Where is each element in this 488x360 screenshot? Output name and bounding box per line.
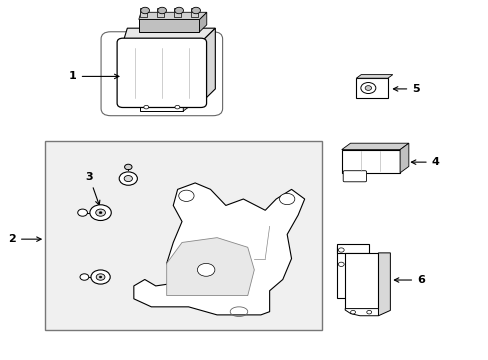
- Polygon shape: [122, 28, 215, 42]
- Polygon shape: [134, 183, 304, 315]
- Circle shape: [279, 193, 294, 204]
- FancyBboxPatch shape: [343, 171, 366, 182]
- Bar: [336, 247, 345, 298]
- Text: 5: 5: [393, 84, 419, 94]
- Polygon shape: [341, 143, 408, 150]
- Circle shape: [124, 176, 132, 181]
- Bar: [191, 8, 198, 17]
- Text: 6: 6: [394, 275, 424, 285]
- Bar: [345, 253, 378, 309]
- Circle shape: [90, 205, 111, 221]
- Polygon shape: [139, 12, 206, 19]
- Circle shape: [119, 172, 137, 185]
- Bar: [341, 150, 399, 173]
- Polygon shape: [183, 98, 191, 111]
- Polygon shape: [378, 253, 389, 316]
- Circle shape: [197, 264, 214, 276]
- Circle shape: [141, 7, 149, 14]
- Circle shape: [158, 7, 166, 14]
- Polygon shape: [199, 12, 206, 32]
- Bar: [139, 19, 199, 32]
- Circle shape: [78, 209, 87, 216]
- Circle shape: [338, 248, 344, 252]
- Bar: [140, 103, 183, 111]
- Circle shape: [365, 86, 371, 90]
- Circle shape: [91, 270, 110, 284]
- Circle shape: [96, 274, 105, 280]
- Circle shape: [99, 212, 102, 214]
- Circle shape: [80, 274, 89, 280]
- Bar: [336, 244, 368, 253]
- Polygon shape: [166, 238, 254, 296]
- Polygon shape: [345, 309, 378, 316]
- Text: 2: 2: [8, 234, 41, 244]
- Circle shape: [338, 262, 344, 266]
- Circle shape: [175, 105, 180, 109]
- Text: 1: 1: [69, 71, 119, 81]
- Bar: [157, 8, 163, 17]
- Polygon shape: [399, 143, 408, 173]
- Bar: [140, 8, 147, 17]
- Circle shape: [360, 82, 375, 94]
- FancyBboxPatch shape: [117, 38, 206, 108]
- Bar: [174, 8, 181, 17]
- Bar: [45, 141, 322, 330]
- Circle shape: [143, 105, 148, 109]
- Circle shape: [179, 190, 194, 202]
- Text: 4: 4: [410, 157, 439, 167]
- Bar: [356, 78, 387, 98]
- Circle shape: [99, 276, 102, 278]
- Polygon shape: [356, 75, 392, 78]
- Text: 3: 3: [85, 172, 100, 205]
- Polygon shape: [201, 28, 215, 103]
- Circle shape: [174, 7, 183, 14]
- Circle shape: [124, 164, 132, 170]
- Circle shape: [191, 7, 200, 14]
- Circle shape: [96, 209, 105, 216]
- Circle shape: [350, 310, 355, 314]
- Circle shape: [366, 310, 371, 314]
